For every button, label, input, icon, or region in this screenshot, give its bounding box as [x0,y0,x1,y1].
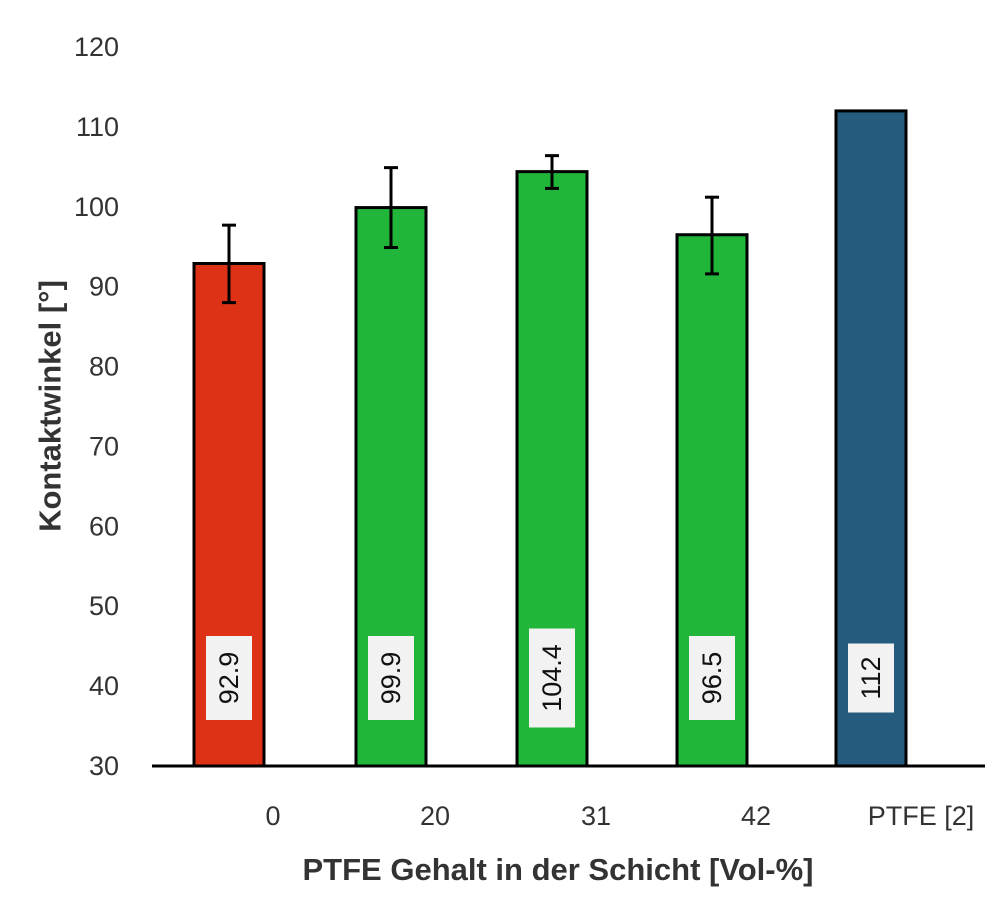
error-bar-2 [545,154,559,190]
x-tick-label-1: 20 [420,801,450,831]
error-bar-1 [384,166,398,250]
value-label-3: 96.5 [689,636,735,720]
value-label-text-0: 92.9 [214,652,244,705]
y-tick-label-30: 30 [89,751,119,781]
error-bar-3 [705,195,719,276]
value-label-2: 104.4 [529,628,575,728]
value-label-1: 99.9 [368,636,414,720]
x-tick-label-3: 42 [741,801,771,831]
y-axis-title: Kontaktwinkel [°] [33,280,68,532]
x-tick-label-4: PTFE [2] [868,801,975,831]
y-tick-label-60: 60 [89,511,119,541]
x-tick-label-0: 0 [265,801,280,831]
y-tick-label-100: 100 [74,192,119,222]
value-label-text-2: 104.4 [537,644,567,712]
x-axis-title: PTFE Gehalt in der Schicht [Vol-%] [303,852,814,887]
value-label-0: 92.9 [206,636,252,720]
error-bar-0 [222,223,236,305]
y-tick-label-40: 40 [89,671,119,701]
y-tick-label-120: 120 [74,32,119,62]
y-tick-label-70: 70 [89,431,119,461]
y-tick-label-50: 50 [89,591,119,621]
y-tick-label-110: 110 [76,112,119,142]
x-tick-label-2: 31 [581,801,611,831]
y-tick-label-80: 80 [89,352,119,382]
value-label-text-4: 112 [856,656,886,699]
y-tick-label-90: 90 [89,272,119,302]
value-label-text-1: 99.9 [376,652,406,705]
value-label-text-3: 96.5 [697,652,727,705]
value-label-4: 112 [848,643,894,713]
